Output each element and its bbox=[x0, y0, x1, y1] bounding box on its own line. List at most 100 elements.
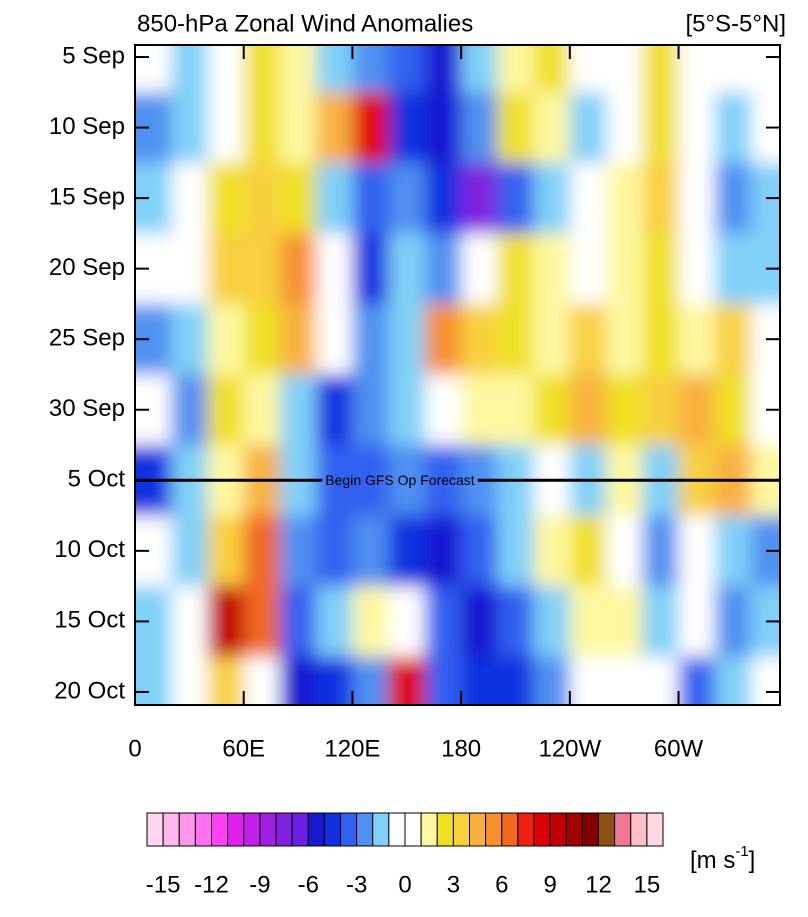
colorbar-box bbox=[581, 812, 599, 847]
cell bbox=[171, 374, 208, 446]
cell bbox=[714, 374, 752, 446]
cell bbox=[171, 162, 208, 234]
cell bbox=[316, 374, 353, 446]
cell bbox=[243, 92, 281, 164]
colorbar-label: 3 bbox=[447, 871, 460, 898]
cell bbox=[606, 45, 643, 93]
cell bbox=[388, 233, 426, 305]
cell bbox=[352, 92, 390, 164]
cell bbox=[207, 586, 245, 658]
colorbar-box bbox=[146, 812, 164, 847]
cell bbox=[678, 233, 716, 305]
cell bbox=[316, 162, 353, 234]
colorbar-box bbox=[452, 812, 470, 847]
cell bbox=[388, 656, 426, 705]
cell bbox=[678, 162, 716, 234]
cell bbox=[461, 303, 498, 375]
cell bbox=[497, 656, 535, 705]
unit-part: [m s bbox=[690, 847, 735, 874]
colorbar-box bbox=[194, 812, 212, 847]
cell bbox=[424, 233, 462, 305]
cell bbox=[279, 656, 317, 705]
cell bbox=[388, 515, 426, 587]
cell bbox=[714, 45, 752, 93]
cell bbox=[388, 162, 426, 234]
colorbar-box bbox=[598, 812, 616, 847]
colorbar-label: -3 bbox=[346, 871, 367, 898]
cell bbox=[461, 233, 498, 305]
cell bbox=[388, 45, 426, 93]
colorbar-box bbox=[178, 812, 196, 847]
y-tick-label: 25 Sep bbox=[49, 325, 125, 352]
y-tick-label: 5 Sep bbox=[62, 42, 125, 69]
cell bbox=[642, 656, 680, 705]
cell bbox=[461, 586, 498, 658]
y-tick-label: 20 Oct bbox=[54, 677, 125, 704]
unit-part: ] bbox=[749, 847, 756, 874]
x-tick-label: 180 bbox=[441, 735, 481, 762]
colorbar-unit: [m s-1] bbox=[690, 843, 755, 874]
colorbar-box bbox=[372, 812, 390, 847]
cell bbox=[714, 233, 752, 305]
cell bbox=[388, 374, 426, 446]
cell bbox=[461, 374, 498, 446]
cell bbox=[497, 162, 535, 234]
plot-frame bbox=[134, 44, 781, 706]
cell bbox=[606, 374, 643, 446]
colorbar-label: -15 bbox=[146, 871, 181, 898]
cell bbox=[569, 586, 607, 658]
cell bbox=[243, 45, 281, 93]
cell bbox=[424, 374, 462, 446]
cell bbox=[678, 656, 716, 705]
cell bbox=[606, 656, 643, 705]
field bbox=[135, 45, 780, 705]
colorbar-label: 9 bbox=[543, 871, 556, 898]
cell bbox=[424, 92, 462, 164]
cell bbox=[569, 303, 607, 375]
cell bbox=[642, 162, 680, 234]
colorbar-box bbox=[436, 812, 454, 847]
cell bbox=[171, 656, 208, 705]
cell bbox=[678, 92, 716, 164]
cell bbox=[352, 303, 390, 375]
cell bbox=[569, 515, 607, 587]
cell bbox=[497, 374, 535, 446]
chart-title: 850-hPa Zonal Wind Anomalies bbox=[137, 10, 473, 37]
y-tick-label: 10 Sep bbox=[49, 113, 125, 140]
colorbar-label: -9 bbox=[249, 871, 270, 898]
annotation: Begin GFS Op Forecast bbox=[325, 472, 475, 488]
colorbar-box bbox=[323, 812, 341, 847]
cell bbox=[388, 445, 426, 517]
colorbar-box bbox=[630, 812, 648, 847]
cell bbox=[714, 92, 752, 164]
cell bbox=[424, 515, 462, 587]
cell bbox=[424, 162, 462, 234]
cell bbox=[606, 303, 643, 375]
cell bbox=[569, 92, 607, 164]
cell bbox=[352, 515, 390, 587]
cell bbox=[461, 515, 498, 587]
cell bbox=[678, 303, 716, 375]
y-tick-label: 5 Oct bbox=[68, 466, 126, 493]
cell bbox=[678, 586, 716, 658]
colorbar-label: -6 bbox=[298, 871, 319, 898]
cell bbox=[569, 374, 607, 446]
colorbar-box bbox=[501, 812, 519, 847]
cell bbox=[171, 92, 208, 164]
x-tick-label: 120W bbox=[538, 735, 601, 762]
cell bbox=[714, 515, 752, 587]
cell bbox=[678, 374, 716, 446]
cell bbox=[461, 92, 498, 164]
cell bbox=[279, 515, 317, 587]
cell bbox=[135, 45, 172, 93]
cell bbox=[171, 303, 208, 375]
cell bbox=[533, 515, 571, 587]
cell bbox=[243, 374, 281, 446]
colorbar-box bbox=[243, 812, 261, 847]
cell bbox=[352, 586, 390, 658]
cell bbox=[569, 656, 607, 705]
cell bbox=[751, 656, 780, 705]
x-tick-label: 0 bbox=[128, 735, 141, 762]
colorbar-box bbox=[275, 812, 293, 847]
colorbar-box bbox=[211, 812, 229, 847]
